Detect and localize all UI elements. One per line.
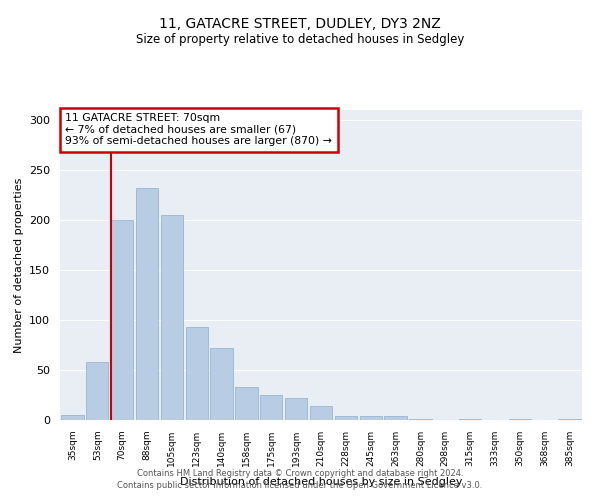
Bar bbox=[136, 188, 158, 420]
Bar bbox=[161, 215, 183, 420]
Bar bbox=[86, 362, 109, 420]
Bar bbox=[385, 416, 407, 420]
Bar bbox=[559, 419, 581, 420]
Bar bbox=[61, 415, 83, 420]
Text: Size of property relative to detached houses in Sedgley: Size of property relative to detached ho… bbox=[136, 32, 464, 46]
Bar bbox=[459, 419, 481, 420]
Bar bbox=[211, 348, 233, 420]
Bar bbox=[185, 327, 208, 420]
Text: Contains HM Land Registry data © Crown copyright and database right 2024.: Contains HM Land Registry data © Crown c… bbox=[137, 468, 463, 477]
Bar bbox=[409, 419, 431, 420]
Y-axis label: Number of detached properties: Number of detached properties bbox=[14, 178, 23, 352]
Bar bbox=[235, 387, 257, 420]
Bar bbox=[509, 419, 531, 420]
Bar bbox=[111, 220, 133, 420]
Bar bbox=[310, 406, 332, 420]
Text: 11, GATACRE STREET, DUDLEY, DY3 2NZ: 11, GATACRE STREET, DUDLEY, DY3 2NZ bbox=[159, 18, 441, 32]
Text: Contains public sector information licensed under the Open Government Licence v3: Contains public sector information licen… bbox=[118, 481, 482, 490]
Bar bbox=[359, 416, 382, 420]
Bar bbox=[260, 395, 283, 420]
Bar bbox=[285, 398, 307, 420]
X-axis label: Distribution of detached houses by size in Sedgley: Distribution of detached houses by size … bbox=[180, 477, 462, 487]
Text: 11 GATACRE STREET: 70sqm
← 7% of detached houses are smaller (67)
93% of semi-de: 11 GATACRE STREET: 70sqm ← 7% of detache… bbox=[65, 113, 332, 146]
Bar bbox=[335, 416, 357, 420]
